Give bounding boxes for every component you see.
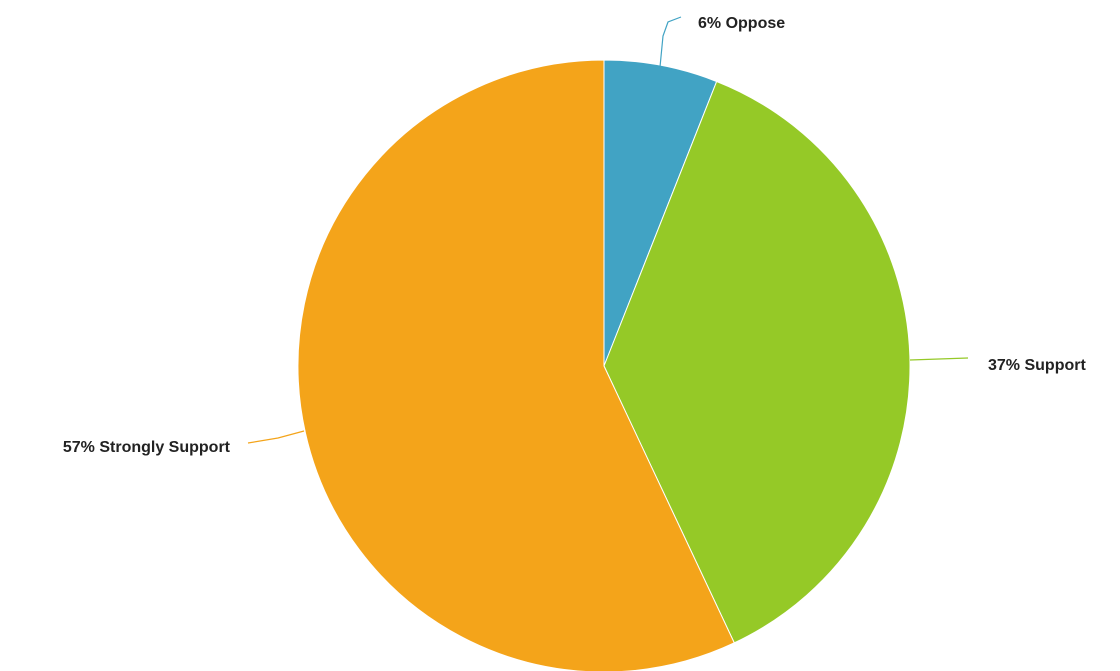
pie-labels: 6% Oppose 37% Support 57% Strongly Support: [63, 15, 1087, 456]
pie-leader-lines: [247, 16, 969, 444]
pie-slice-support: [603, 80, 911, 644]
slice-label-support: 37% Support: [988, 357, 1086, 374]
leader-line-oppose: [659, 16, 682, 68]
slice-label-oppose: 6% Oppose: [698, 15, 785, 32]
slice-label-strongly-support: 57% Strongly Support: [63, 439, 231, 456]
pie-slices: [297, 59, 911, 671]
leader-line-strongly-support: [247, 430, 305, 444]
leader-line-support: [909, 357, 969, 361]
